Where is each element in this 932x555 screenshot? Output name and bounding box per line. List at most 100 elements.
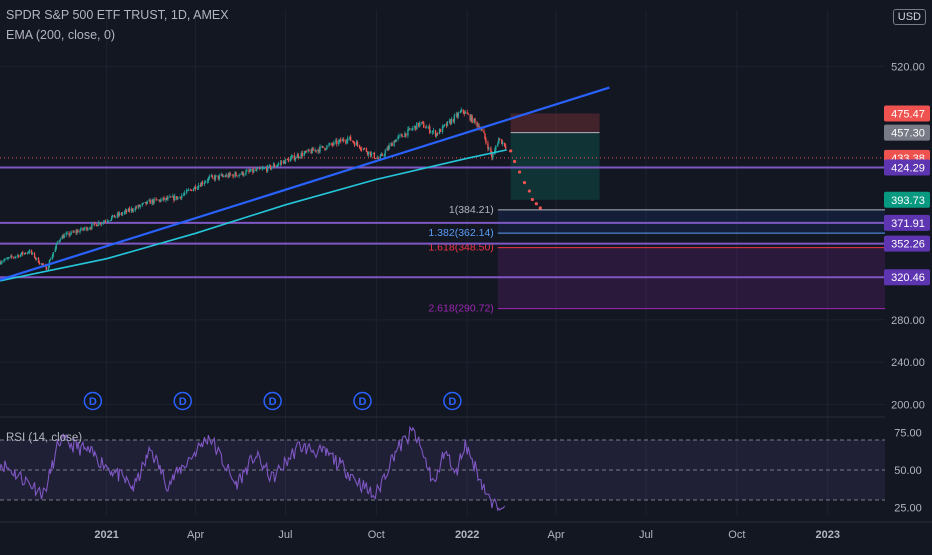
candle-body [248, 170, 250, 172]
candle-body [343, 139, 345, 142]
candle-body [8, 257, 10, 259]
candle-body [365, 148, 368, 152]
candle-body [481, 128, 483, 131]
candle-body [56, 242, 58, 244]
candle-body [18, 255, 20, 257]
x-tick-label: Apr [187, 529, 204, 541]
candle-body [391, 143, 393, 146]
candle-body [304, 151, 306, 153]
indicator-legend[interactable]: EMA (200, close, 0) [6, 28, 116, 42]
candle-body [141, 203, 143, 206]
candle-body [477, 125, 479, 127]
candle-body [234, 172, 236, 177]
candle-body [329, 143, 331, 145]
candle-body [0, 262, 2, 264]
candle-body [189, 189, 192, 191]
candle-body [201, 182, 204, 184]
candle-body [227, 174, 229, 178]
y-tick-label: 280.00 [891, 315, 925, 327]
symbol-title[interactable]: SPDR S&P 500 ETF TRUST, 1D, AMEX [6, 8, 229, 22]
candle-body [374, 158, 377, 159]
candle-body [151, 199, 153, 204]
candle-body [22, 252, 24, 255]
candle-body [10, 256, 12, 258]
candle-body [455, 114, 458, 116]
candle-body [30, 250, 33, 254]
candle-body [1, 261, 3, 263]
candle-body [96, 224, 98, 227]
candle-body [492, 154, 494, 158]
candle-body [103, 221, 106, 222]
candle-body [497, 143, 499, 147]
candle-body [400, 134, 402, 136]
candle-body [310, 150, 312, 154]
candle-body [471, 115, 473, 123]
candle-body [441, 126, 444, 132]
candle-body [34, 257, 37, 259]
dividend-marker-icon [353, 391, 372, 411]
candle-body [276, 164, 279, 166]
candle-body [318, 149, 320, 152]
candle-body [257, 167, 259, 169]
projection-point [527, 189, 532, 193]
candle-body [373, 152, 376, 159]
candle-body [265, 167, 268, 171]
candle-body [45, 266, 48, 270]
candle-body [211, 175, 214, 177]
candle-body [415, 126, 417, 130]
price-tag: 393.73 [891, 195, 925, 207]
candle-body [325, 148, 327, 150]
candle-body [438, 129, 441, 134]
candle-body [449, 120, 452, 124]
candle-body [264, 167, 266, 169]
candle-body [238, 174, 240, 177]
y-tick-label: 520.00 [891, 61, 925, 73]
candle-body [98, 222, 100, 226]
candle-body [94, 223, 96, 225]
candle-body [434, 130, 437, 136]
candle-body [339, 139, 341, 141]
candle-body [263, 167, 265, 169]
candle-body [128, 208, 131, 212]
candle-body [425, 127, 428, 129]
candle-body [490, 148, 492, 154]
candle-body [158, 199, 160, 201]
candle-body [355, 142, 358, 146]
candle-body [236, 175, 238, 177]
currency-button[interactable]: USD [892, 9, 926, 25]
candle-body [446, 121, 449, 127]
candle-body [11, 256, 13, 258]
candle-body [383, 155, 385, 156]
candle-body [345, 141, 348, 143]
candle-body [123, 211, 126, 214]
candle-body [203, 182, 206, 184]
candle-body [91, 223, 93, 229]
candle-body [460, 109, 462, 112]
dividend-marker-icon [443, 391, 462, 411]
candle-body [194, 186, 197, 190]
candle-body [259, 167, 261, 169]
candle-body [436, 133, 439, 135]
candle-body [77, 230, 79, 233]
price-tag-bg [884, 105, 930, 122]
candle-body [484, 133, 486, 139]
candle-body [165, 197, 167, 201]
candle-body [464, 112, 466, 114]
x-tick-label: Oct [368, 529, 385, 541]
candle-body [27, 252, 30, 254]
candle-body [49, 259, 52, 261]
candle-body [132, 210, 135, 212]
candle-body [358, 145, 361, 148]
candle-body [137, 205, 139, 208]
x-tick-label: 2022 [455, 529, 479, 541]
candle-body [220, 174, 222, 176]
candle-body [172, 196, 174, 198]
rsi-line [0, 425, 506, 512]
candle-body [246, 170, 248, 172]
level-tag: 320.46 [891, 272, 925, 284]
candle-body [414, 126, 416, 128]
candle-body [15, 256, 17, 258]
candle-body [70, 231, 72, 235]
